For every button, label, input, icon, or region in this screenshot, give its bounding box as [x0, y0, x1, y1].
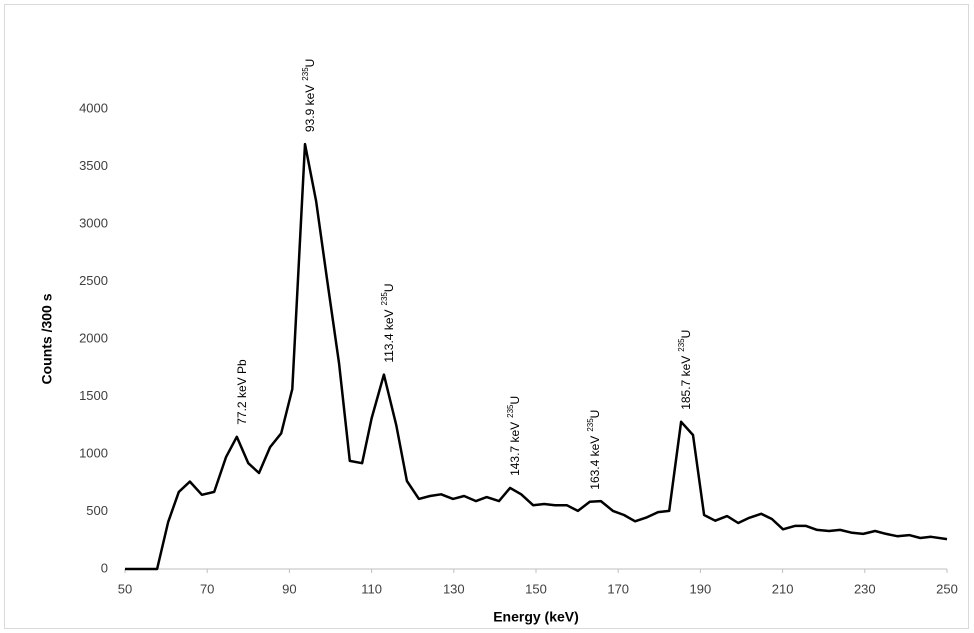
x-tick-label: 150 — [525, 581, 547, 596]
annotation-text: 143.7 keV — [508, 422, 522, 476]
x-tick-label: 210 — [772, 581, 794, 596]
y-tick-label: 0 — [101, 560, 108, 575]
annotation-sup: 235 — [506, 404, 515, 418]
y-tick-label: 1000 — [79, 445, 108, 460]
x-tick-label: 70 — [200, 581, 214, 596]
chart-frame — [4, 4, 969, 629]
y-tick-label: 3500 — [79, 158, 108, 173]
x-tick-label: 250 — [936, 581, 958, 596]
annotation-tail: U — [679, 330, 693, 339]
x-tick-label: 90 — [282, 581, 296, 596]
x-tick-label: 170 — [607, 581, 629, 596]
x-tick-label: 230 — [854, 581, 876, 596]
y-tick-label: 500 — [86, 503, 108, 518]
x-axis-title: Energy (keV) — [493, 609, 579, 625]
annotation-tail: U — [508, 396, 522, 405]
annotation-text: 93.9 keV — [303, 85, 317, 132]
annotation-text: 163.4 keV — [588, 436, 602, 490]
x-tick-label: 190 — [690, 581, 712, 596]
annotation-sup: 235 — [677, 338, 686, 352]
peak-annotation: 113.4 keV 235U — [380, 283, 396, 362]
x-tick-label: 130 — [443, 581, 465, 596]
annotation-text: 77.2 keV Pb — [235, 359, 249, 425]
annotation-sup: 235 — [301, 67, 310, 81]
x-tick-label: 50 — [118, 581, 132, 596]
y-tick-label: 2500 — [79, 273, 108, 288]
y-tick-label: 3000 — [79, 215, 108, 230]
annotation-text: 185.7 keV — [679, 356, 693, 410]
annotation-tail: U — [588, 410, 602, 419]
y-tick-label: 2000 — [79, 330, 108, 345]
x-tick-label: 110 — [361, 581, 382, 596]
annotation-tail: U — [382, 283, 396, 292]
peak-annotation: 185.7 keV 235U — [677, 330, 693, 410]
y-tick-label: 1500 — [79, 388, 108, 403]
y-axis-title: Counts /300 s — [39, 293, 55, 384]
annotation-text: 113.4 keV — [382, 309, 396, 362]
peak-annotation: 143.7 keV 235U — [506, 396, 522, 476]
peak-annotation: 93.9 keV 235U — [301, 59, 317, 132]
data-line — [125, 142, 948, 571]
y-tick-label: 4000 — [79, 100, 108, 115]
annotation-sup: 235 — [586, 418, 595, 432]
annotation-tail: U — [303, 59, 317, 68]
annotation-sup: 235 — [380, 292, 389, 306]
peak-annotation: 77.2 keV Pb — [235, 359, 249, 425]
peak-annotation: 163.4 keV 235U — [586, 410, 602, 490]
